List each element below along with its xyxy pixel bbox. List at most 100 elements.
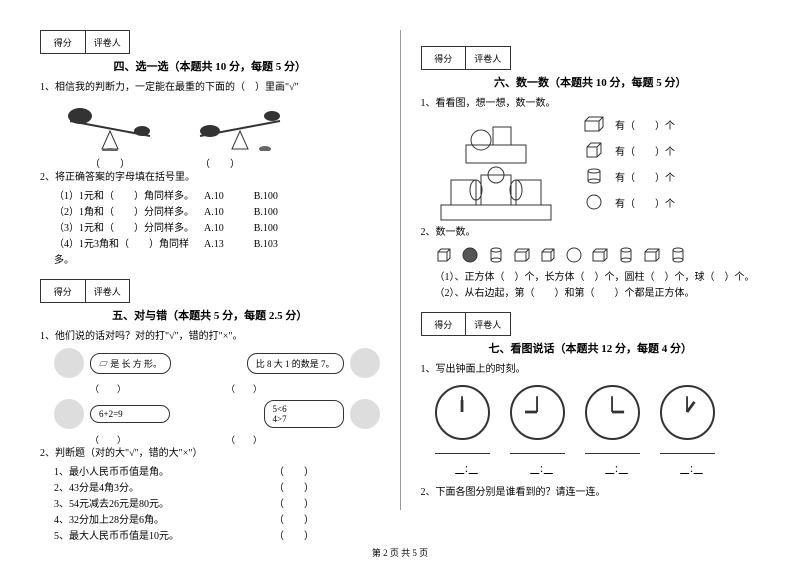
q7-1: 1、写出钟面上的时刻。	[421, 362, 761, 377]
choice-3: （3）1元和（ ）分同样多。 A.10 B.100	[54, 221, 380, 237]
opt-b: B.100	[254, 189, 278, 205]
face-icon	[350, 399, 380, 429]
cylinder-icon	[583, 167, 605, 185]
paren: （ ）	[200, 155, 240, 170]
tf-item: 4、32分加上28分是6角。（ ）	[54, 513, 314, 529]
count-label: 有（ ）个	[615, 169, 675, 184]
cuboid-icon	[513, 246, 531, 264]
shapes-line	[435, 246, 761, 264]
section-6-title: 六、数一数（本题共 10 分，每题 5 分）	[421, 74, 761, 90]
blank-line	[585, 444, 640, 454]
section-4-title: 四、选一选（本题共 10 分，每题 5 分）	[40, 58, 380, 74]
clock-row	[435, 385, 761, 440]
blank-line	[660, 444, 715, 454]
count-label: 有（ ）个	[615, 117, 675, 132]
opt-a: A.13	[204, 237, 224, 269]
face-icon	[54, 348, 84, 378]
cube-icon	[435, 246, 453, 264]
clock-icon	[660, 385, 715, 440]
count-text-1: （1）、正方体（ ）个，长方体（ ）个，圆柱（ ）个，球（ ）个。	[435, 270, 761, 286]
blank-line	[435, 444, 490, 454]
page-container: 得分 评卷人 四、选一选（本题共 10 分，每题 5 分） 1、相信我的判断力，…	[40, 30, 760, 530]
choice-4: （4）1元3角和（ ）角同样多。 A.13 B.103	[54, 237, 380, 269]
score-label: 得分	[41, 280, 86, 302]
grader-label: 评卷人	[466, 47, 510, 69]
shape-row-cube: 有（ ）个	[583, 141, 675, 159]
count-text-2: （2）、从右边起，第（ ）和第（ ）个都是正方体。	[435, 286, 761, 302]
q6-2: 2、数一数。	[421, 225, 761, 240]
tf-list: 1、最小人民币币值是角。（ ） 2、43分是4角3分。（ ） 3、54元减去26…	[40, 465, 380, 545]
cylinder-icon	[617, 246, 635, 264]
count-label: 有（ ）个	[615, 143, 675, 158]
q5-1: 1、他们说的话对吗？对的打"√"，错的打"×"。	[40, 329, 380, 344]
tf-item: 3、54元减去26元是80元。（ ）	[54, 497, 314, 513]
opt-b: B.103	[254, 237, 278, 269]
tf-item: 2、43分是4角3分。（ ）	[54, 481, 314, 497]
choice-label: （4）1元3角和（ ）角同样多。	[54, 237, 204, 269]
shape-row-sphere: 有（ ）个	[583, 193, 675, 211]
clock-icon	[585, 385, 640, 440]
cube-icon	[583, 141, 605, 159]
choice-label: （3）1元和（ ）分同样多。	[54, 221, 204, 237]
grader-label: 评卷人	[86, 280, 130, 302]
sphere-icon	[583, 193, 605, 211]
score-box: 得分 评卷人	[421, 312, 511, 336]
opt-b: B.100	[254, 221, 278, 237]
choice-label: （1）1元和（ ）角同样多。	[54, 189, 204, 205]
dialogue-row-2: 6+2=9 5<6 4>7	[54, 399, 380, 429]
dialogue-row-1: ▱ 是 长 方 形。 比 8 大 1 的数是 7。	[54, 348, 380, 378]
q4-2: 2、将正确答案的字母填在括号里。	[40, 170, 380, 185]
speech-bubble: 比 8 大 1 的数是 7。	[247, 353, 344, 374]
q6-1: 1、看看图，想一想，数一数。	[421, 96, 761, 111]
count-label: 有（ ）个	[615, 195, 675, 210]
blank-line	[510, 444, 565, 454]
paren: （ ）	[226, 433, 262, 446]
opt-a: A.10	[204, 205, 224, 221]
seesaw-image-2	[190, 101, 290, 151]
shape-row-cuboid: 有（ ）个	[583, 115, 675, 133]
time-sep: ：	[510, 462, 565, 475]
shape-row-cylinder: 有（ ）个	[583, 167, 675, 185]
choice-label: （2）1角和（ ）分同样多。	[54, 205, 204, 221]
grader-label: 评卷人	[86, 31, 130, 53]
seesaw-image-1	[60, 101, 160, 151]
cylinder-icon	[669, 246, 687, 264]
time-sep: ：	[585, 462, 640, 475]
column-divider	[400, 30, 401, 510]
score-box: 得分 评卷人	[40, 279, 130, 303]
seesaw-row	[60, 101, 380, 151]
paren-row-1: （ ） （ ）	[90, 155, 380, 170]
section-5-title: 五、对与错（本题共 5 分，每题 2.5 分）	[40, 307, 380, 323]
shape-count-column: 有（ ）个 有（ ）个 有（ ）个 有（ ）个	[583, 115, 675, 219]
paren-row: （ ） （ ）	[90, 433, 380, 446]
cube-icon	[539, 246, 557, 264]
score-box: 得分 评卷人	[40, 30, 130, 54]
choice-1: （1）1元和（ ）角同样多。 A.10B.100	[54, 189, 380, 205]
opt-a: A.10	[204, 221, 224, 237]
speech-bubble: ▱ 是 长 方 形。	[90, 353, 171, 374]
cuboid-icon	[583, 115, 605, 133]
grader-label: 评卷人	[466, 313, 510, 335]
q5-2: 2、判断题（对的大"√"，错的大"×"）	[40, 446, 380, 461]
left-column: 得分 评卷人 四、选一选（本题共 10 分，每题 5 分） 1、相信我的判断力，…	[40, 30, 380, 530]
cuboid-icon	[643, 246, 661, 264]
time-sep: ：	[660, 462, 715, 475]
paren: （ ）	[226, 382, 262, 395]
blocks-figure-row: 有（ ）个 有（ ）个 有（ ）个 有（ ）个	[421, 115, 761, 225]
cylinder-icon	[487, 246, 505, 264]
opt-b: B.100	[254, 205, 278, 221]
section-7-title: 七、看图说话（本题共 12 分，每题 4 分）	[421, 340, 761, 356]
clock-time-row: ： ： ： ：	[435, 462, 761, 475]
paren: （ ）	[90, 382, 126, 395]
q4-1: 1、相信我的判断力，一定能在最重的下面的（ ）里画"√"	[40, 80, 380, 95]
clock-icon	[435, 385, 490, 440]
blocks-image	[431, 115, 561, 225]
paren: （ ）	[90, 155, 130, 170]
score-label: 得分	[41, 31, 86, 53]
score-label: 得分	[422, 313, 467, 335]
tf-item: 1、最小人民币币值是角。（ ）	[54, 465, 314, 481]
q7-2: 2、下面各图分别是谁看到的？请连一连。	[421, 485, 761, 500]
clock-icon	[510, 385, 565, 440]
sphere-icon	[461, 246, 479, 264]
right-column: 得分 评卷人 六、数一数（本题共 10 分，每题 5 分） 1、看看图，想一想，…	[421, 30, 761, 530]
